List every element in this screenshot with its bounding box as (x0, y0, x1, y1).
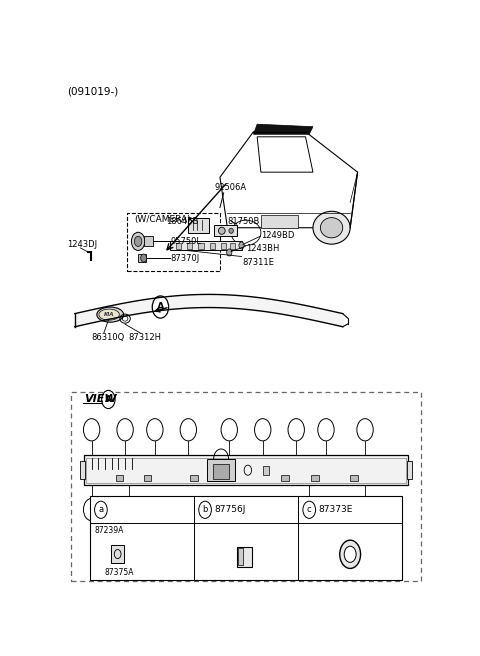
Bar (176, 243, 181, 249)
Bar (116, 475, 123, 482)
Ellipse shape (229, 228, 233, 234)
Bar (350, 475, 358, 482)
Ellipse shape (99, 309, 120, 320)
Bar (144, 475, 151, 482)
Circle shape (221, 419, 238, 441)
Circle shape (318, 419, 334, 441)
Circle shape (141, 254, 147, 262)
Circle shape (117, 419, 133, 441)
Circle shape (357, 419, 373, 441)
Bar (263, 466, 269, 475)
Text: 87312H: 87312H (129, 333, 162, 342)
Circle shape (288, 419, 304, 441)
Circle shape (199, 501, 211, 518)
Text: (W/CAMERA): (W/CAMERA) (134, 215, 191, 224)
Text: c: c (307, 505, 312, 514)
Bar (138, 254, 146, 262)
Bar (311, 475, 319, 482)
Text: 87756J: 87756J (215, 505, 246, 514)
Bar (238, 548, 243, 565)
Ellipse shape (97, 307, 124, 322)
Bar (230, 243, 235, 249)
Text: 87375A: 87375A (105, 568, 134, 577)
Text: a: a (362, 505, 368, 514)
Ellipse shape (218, 227, 225, 234)
Ellipse shape (313, 211, 350, 244)
Bar (261, 215, 298, 228)
Bar (198, 243, 204, 249)
Bar (144, 236, 153, 247)
Circle shape (357, 499, 373, 521)
Bar (215, 225, 237, 236)
Text: a: a (89, 505, 94, 514)
Text: b: b (294, 425, 299, 434)
Bar (111, 545, 124, 563)
Text: c: c (227, 425, 231, 434)
Text: 92506A: 92506A (215, 184, 247, 192)
Circle shape (180, 419, 196, 441)
Bar (84, 455, 408, 485)
Text: a: a (186, 425, 191, 434)
Polygon shape (253, 124, 313, 134)
Circle shape (301, 499, 317, 521)
Circle shape (132, 232, 145, 251)
Text: VIEW: VIEW (84, 394, 117, 404)
Bar (207, 459, 235, 482)
Circle shape (340, 540, 360, 569)
Bar (213, 464, 229, 479)
Text: 95750L: 95750L (171, 237, 202, 246)
Bar (187, 243, 192, 249)
Circle shape (120, 499, 137, 521)
Text: 87239A: 87239A (94, 525, 123, 535)
Text: 1243DJ: 1243DJ (67, 240, 97, 249)
Text: a: a (126, 505, 132, 514)
Bar (188, 218, 209, 233)
Circle shape (227, 249, 232, 256)
Bar (281, 475, 289, 482)
Text: a: a (98, 505, 104, 514)
Text: A: A (156, 302, 164, 312)
Bar (90, 497, 402, 580)
Circle shape (84, 419, 100, 441)
Text: 87370J: 87370J (171, 253, 200, 262)
Text: a: a (307, 505, 312, 514)
Circle shape (95, 501, 107, 518)
Text: 86310Q: 86310Q (92, 333, 125, 342)
Circle shape (152, 296, 168, 318)
Text: 87373E: 87373E (319, 505, 353, 514)
Bar (86, 458, 406, 483)
Bar (170, 241, 242, 251)
Bar (210, 243, 215, 249)
Text: b: b (203, 505, 208, 514)
Ellipse shape (321, 218, 343, 238)
Circle shape (147, 419, 163, 441)
Bar (407, 461, 412, 480)
Text: (091019-): (091019-) (67, 87, 119, 96)
Text: b: b (324, 425, 329, 434)
Text: b: b (152, 425, 157, 434)
Text: 87311E: 87311E (242, 258, 274, 267)
Text: a: a (89, 425, 94, 434)
Circle shape (254, 419, 271, 441)
Text: a: a (362, 425, 368, 434)
Bar (80, 461, 85, 480)
Circle shape (344, 546, 356, 562)
Text: KIA: KIA (104, 312, 114, 317)
Circle shape (102, 390, 115, 409)
Text: A: A (105, 395, 112, 404)
Text: b: b (122, 425, 128, 434)
Circle shape (134, 236, 142, 247)
Text: 1249BD: 1249BD (261, 231, 294, 240)
Text: 1243BH: 1243BH (246, 245, 279, 253)
Text: a: a (260, 425, 265, 434)
Text: 18645B: 18645B (166, 216, 198, 226)
Bar (190, 475, 198, 482)
Bar (221, 243, 226, 249)
Circle shape (84, 499, 100, 521)
Circle shape (239, 242, 244, 249)
Circle shape (303, 501, 315, 518)
Bar (237, 546, 252, 567)
Text: 81750B: 81750B (228, 216, 260, 226)
